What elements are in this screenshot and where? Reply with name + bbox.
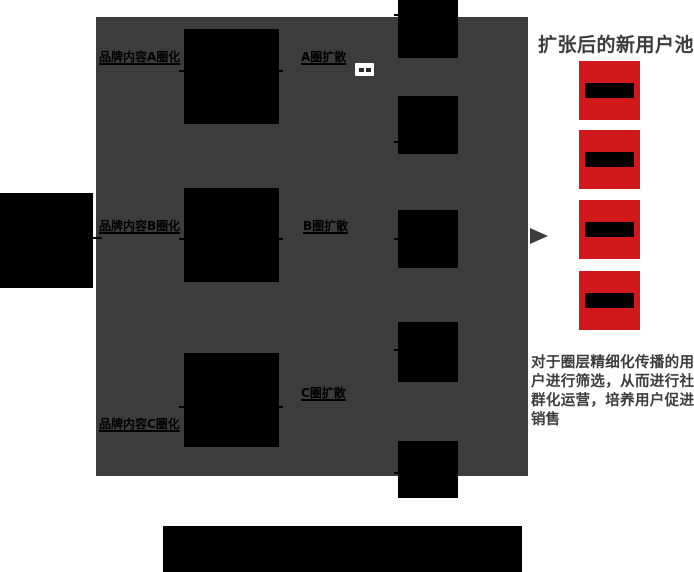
connector-stub — [394, 472, 402, 474]
redacted-label-bar — [585, 222, 634, 237]
label-spread-c: C圈扩散 — [301, 386, 346, 400]
connector-stub — [394, 14, 402, 16]
connector-stub — [179, 238, 187, 240]
brand-content-a-image-placeholder — [184, 29, 279, 124]
diffusion-image-placeholder-5 — [398, 441, 458, 498]
label-spread-a: A圈扩散 — [301, 50, 347, 64]
connector-stub — [179, 406, 187, 408]
diffusion-image-placeholder-4 — [398, 322, 458, 382]
redacted-label-bar — [585, 83, 634, 98]
connector-source-to-panel — [88, 237, 102, 239]
dash-mark — [365, 67, 371, 72]
label-brand-content-a: 品牌内容A圈化 — [99, 50, 181, 64]
label-spread-b: B圈扩散 — [303, 219, 349, 233]
user-pool-card-3 — [579, 200, 640, 259]
user-pool-card-2 — [579, 130, 640, 189]
operations-note: 对于圈层精细化传播的用户进行筛选，从而进行社群化运营，培养用户促进销售 — [531, 355, 694, 428]
diagram-stage-panel — [96, 17, 528, 476]
label-brand-content-b: 品牌内容B圈化 — [99, 219, 181, 233]
connector-stub — [275, 406, 283, 408]
connector-stub — [275, 238, 283, 240]
connector-stub — [394, 238, 402, 240]
dash-mark — [358, 67, 364, 72]
source-image-placeholder — [0, 193, 93, 288]
label-brand-content-c: 品牌内容C圈化 — [99, 417, 180, 431]
connector-stub — [394, 141, 402, 143]
bottom-caption-bar — [163, 526, 522, 572]
diffusion-image-placeholder-1 — [398, 0, 458, 58]
connector-stub — [179, 70, 187, 72]
diffusion-image-placeholder-2 — [398, 96, 458, 154]
redacted-label-bar — [585, 152, 634, 167]
brand-content-c-image-placeholder — [184, 353, 279, 447]
flow-arrow-icon — [530, 228, 548, 244]
user-pool-card-1 — [579, 61, 640, 120]
redacted-label-bar — [585, 293, 634, 308]
connector-stub — [275, 70, 283, 72]
brand-content-b-image-placeholder — [184, 188, 279, 282]
diffusion-image-placeholder-3 — [398, 210, 458, 268]
connector-stub — [394, 349, 402, 351]
user-pool-title: 扩张后的新用户池 — [538, 34, 694, 56]
user-pool-card-4 — [579, 271, 640, 330]
double-dash-icon — [355, 63, 374, 76]
